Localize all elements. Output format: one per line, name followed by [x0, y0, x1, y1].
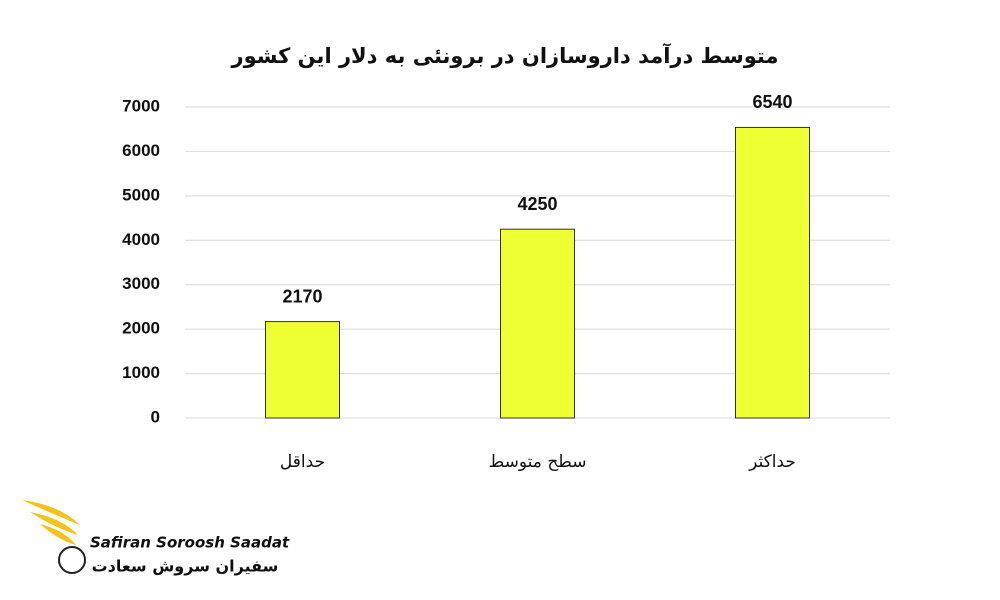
x-tick-label: حداکثر	[748, 452, 796, 472]
y-tick-label: 7000	[122, 96, 160, 115]
y-tick-label: 2000	[122, 319, 160, 338]
bar	[735, 126, 810, 419]
brand-name-fa: سفیران سروش سعادت	[92, 557, 279, 576]
y-tick-label: 1000	[122, 363, 160, 382]
data-label: 4250	[517, 194, 557, 214]
y-tick-label: 0	[151, 407, 160, 426]
brand-logo: Safiran Soroosh Saadat سفیران سروش سعادت	[22, 500, 290, 576]
data-label: 2170	[282, 286, 322, 306]
data-label: 6540	[752, 92, 792, 112]
brand-name-en: Safiran Soroosh Saadat	[90, 534, 290, 552]
y-tick-label: 4000	[122, 230, 160, 249]
bar	[265, 321, 340, 419]
x-tick-label: سطح متوسط	[489, 452, 587, 472]
bar	[500, 228, 575, 419]
y-tick-label: 5000	[122, 185, 160, 204]
logo-wing	[40, 524, 76, 545]
logo-wing	[30, 512, 78, 535]
y-tick-label: 3000	[122, 274, 160, 293]
logo-wing	[22, 500, 80, 525]
x-tick-label: حداقل	[280, 452, 325, 472]
y-tick-label: 6000	[122, 141, 160, 160]
logo-ring	[58, 546, 86, 574]
chart-title: متوسط درآمد داروسازان در برونئی به دلار …	[231, 43, 779, 68]
